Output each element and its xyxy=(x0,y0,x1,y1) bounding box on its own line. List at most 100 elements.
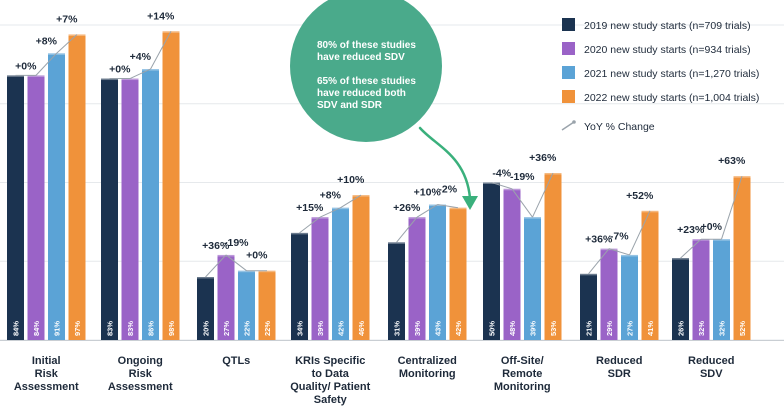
category-label-line: Risk xyxy=(129,368,153,380)
bar-value-label: 22% xyxy=(243,321,252,336)
bar-2021-2 xyxy=(238,270,255,340)
bar-2021-3 xyxy=(332,207,349,340)
bar-cap xyxy=(332,207,349,210)
bar-2019-1 xyxy=(101,78,118,341)
bar-2020-2 xyxy=(217,254,235,340)
legend-yoy-label: YoY % Change xyxy=(584,121,655,133)
bar-value-label: 86% xyxy=(147,321,156,336)
bar-value-label: 26% xyxy=(677,321,686,336)
yoy-connector xyxy=(629,210,651,256)
yoy-change-label: +4% xyxy=(130,51,152,63)
bar-value-label: 41% xyxy=(646,321,655,336)
yoy-change-label: +0% xyxy=(246,250,268,262)
bar-2019-2 xyxy=(197,277,214,340)
bar-value-label: 31% xyxy=(393,321,402,336)
category-label-line: Off-Site/ xyxy=(501,355,544,367)
bar-2019-5 xyxy=(483,182,500,340)
yoy-change-label: +52% xyxy=(626,190,654,202)
bar-value-label: 32% xyxy=(718,321,727,336)
callout-text-line: 65% of these studies xyxy=(317,76,416,87)
bar-2022-6 xyxy=(641,210,659,340)
yoy-change-label: +36% xyxy=(585,234,613,246)
category-label: Centralized Monitoring xyxy=(398,355,457,380)
bar-cap xyxy=(197,277,214,279)
bar-cap xyxy=(449,207,467,210)
yoy-change-label: -19% xyxy=(510,171,535,183)
yoy-change-label: +8% xyxy=(36,35,58,47)
yoy-change-label: +36% xyxy=(202,240,230,252)
bar-2020-5 xyxy=(503,188,521,340)
category-label-line: Reduced xyxy=(596,355,642,367)
yoy-change-label: +36% xyxy=(529,152,557,164)
category-label-line: Safety xyxy=(314,394,348,406)
legend-swatch-2019 xyxy=(562,18,575,31)
category-label: KRIs Specific to Data Quality/ Patient Safe… xyxy=(290,355,370,406)
yoy-change-label: +23% xyxy=(677,224,705,236)
bar-value-label: 29% xyxy=(605,321,614,336)
bar-cap xyxy=(352,195,370,197)
bar-cap xyxy=(692,239,710,241)
category-label-line: Monitoring xyxy=(494,381,551,393)
category-label-line: to Data xyxy=(312,368,350,380)
callout-text-line: SDV and SDR xyxy=(317,100,383,111)
bar-cap xyxy=(291,232,308,235)
bar-value-label: 32% xyxy=(697,321,706,336)
category-label-line: Assessment xyxy=(108,381,173,393)
bar-cap xyxy=(483,182,500,184)
yoy-connector xyxy=(150,31,172,70)
legend-yoy-line xyxy=(561,121,575,131)
bar-2019-7 xyxy=(672,258,689,340)
bar-2019-6 xyxy=(580,273,597,340)
bar-value-label: 53% xyxy=(549,321,558,336)
yoy-change-label: +0% xyxy=(15,60,37,72)
bar-value-label: 83% xyxy=(106,321,115,336)
labels: 84% 84% 91% 97%+0%+8%+7%Initial Risk Assessme… xyxy=(12,10,748,406)
callout-arrowhead xyxy=(462,196,478,210)
yoy-connector xyxy=(205,254,227,278)
bar-2020-3 xyxy=(311,217,329,340)
yoy-connector xyxy=(680,238,702,259)
bar-value-label: 39% xyxy=(316,321,325,336)
bar-2022-7 xyxy=(733,176,751,340)
legend-swatch-2020 xyxy=(562,42,575,55)
legend: 2019 new study starts (n=709 trials) 2020… xyxy=(561,18,759,133)
bar-cap xyxy=(429,204,446,207)
yoy-connector xyxy=(396,216,418,243)
bar-value-label: 91% xyxy=(53,321,62,336)
category-label-line: KRIs Specific xyxy=(295,355,365,367)
bar-cap xyxy=(388,242,405,244)
legend-label: 2020 new study starts (n=934 trials) xyxy=(584,44,751,56)
bar-2019-0 xyxy=(7,75,24,341)
bar-value-label: 50% xyxy=(488,321,497,336)
yoy-connector xyxy=(129,68,151,80)
yoy-connector xyxy=(588,248,610,275)
category-label-line: Monitoring xyxy=(399,368,456,380)
yoy-connector xyxy=(416,204,438,218)
bar-value-label: 84% xyxy=(32,321,41,336)
yoy-change-label: +63% xyxy=(718,155,746,167)
callout-text-line: have reduced both xyxy=(317,88,406,99)
bar-cap xyxy=(713,239,730,241)
yoy-change-label: -19% xyxy=(224,237,249,249)
bar-2022-2 xyxy=(258,270,276,340)
bar-value-label: 98% xyxy=(167,321,176,336)
callout-arrow xyxy=(418,126,472,200)
bar-value-label: 43% xyxy=(434,321,443,336)
bar-value-label: 21% xyxy=(585,321,594,336)
yoy-connector xyxy=(56,34,78,54)
yoy-connector xyxy=(511,188,533,218)
bar-cap xyxy=(142,69,159,71)
callout-bubble xyxy=(290,0,442,142)
yoy-connector xyxy=(35,53,57,76)
bar-cap xyxy=(311,217,329,219)
bar-cap xyxy=(217,254,235,257)
legend-label: 2019 new study starts (n=709 trials) xyxy=(584,20,751,32)
bar-value-label: 39% xyxy=(529,321,538,336)
bar-cap xyxy=(68,34,86,36)
bar-2020-7 xyxy=(692,239,710,340)
bar-value-label: 42% xyxy=(337,321,346,336)
legend-swatch-2022 xyxy=(562,90,575,103)
yoy-connector xyxy=(608,248,630,256)
bar-2021-6 xyxy=(621,254,638,340)
